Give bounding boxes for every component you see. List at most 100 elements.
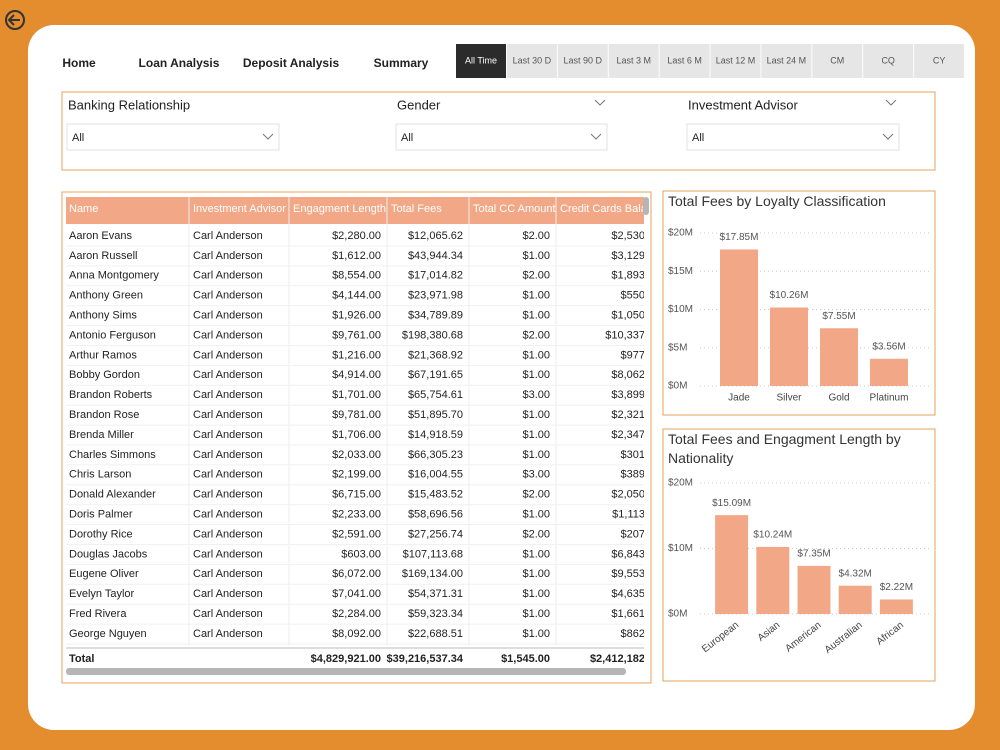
table-cell: $1,661 [611, 608, 645, 620]
table-cell: Eugene Oliver [69, 568, 139, 580]
value-label: $10.26M [770, 290, 809, 301]
dropdown[interactable] [66, 123, 280, 151]
bar [879, 599, 913, 614]
dropdown[interactable] [395, 123, 608, 151]
dropdown-value[interactable]: All [72, 132, 84, 144]
table-cell: $1.00 [522, 250, 550, 262]
table-cell: Carl Anderson [193, 628, 263, 640]
time-filter-button[interactable] [914, 44, 965, 78]
filter-chevron [594, 99, 606, 106]
table-cell: $2.00 [522, 329, 550, 341]
table-cell: $4,914.00 [332, 369, 381, 381]
filter-chevron [885, 99, 897, 106]
table-cell: $1.00 [522, 429, 550, 441]
table-cell: Carl Anderson [193, 489, 263, 501]
x-tick-label: Silver [776, 393, 802, 404]
time-filter-button[interactable] [863, 44, 914, 78]
table-cell: Chris Larson [69, 469, 131, 481]
value-label: $7.55M [822, 311, 855, 322]
time-filter-label[interactable]: CY [933, 55, 946, 65]
table-cell: $3.00 [522, 389, 550, 401]
table-cell: $17,014.82 [408, 270, 463, 282]
y-tick-label: $10M [668, 304, 693, 315]
time-filter-button[interactable] [506, 44, 557, 78]
time-filter-button[interactable] [710, 44, 761, 78]
time-filter-label[interactable]: Last 24 M [767, 55, 807, 65]
table-cell: Carl Anderson [193, 230, 263, 242]
table: Name Investment Advisor Engagment Length To… [66, 197, 665, 665]
table-cell: Carl Anderson [193, 409, 263, 421]
table-cell: Carl Anderson [193, 588, 263, 600]
time-filter-label[interactable]: Last 6 M [667, 55, 702, 65]
nav-link[interactable]: Home [62, 56, 96, 70]
chart-panel [662, 428, 936, 682]
table-cell: Carl Anderson [193, 568, 263, 580]
table-cell: $67,191.65 [408, 369, 463, 381]
column-header[interactable]: Credit Cards Balance [560, 203, 665, 215]
time-filter-button[interactable] [659, 44, 710, 78]
chart-title: Total Fees by Loyalty Classification [668, 193, 886, 209]
table-cell: $6,715.00 [332, 489, 381, 501]
table-cell: Anthony Sims [69, 310, 137, 322]
table-cell: Carl Anderson [193, 608, 263, 620]
total-cell: $4,829,921.00 [311, 653, 381, 665]
time-filter-label[interactable]: CM [830, 55, 844, 65]
time-filter-button[interactable] [557, 44, 608, 78]
table-header-bg [66, 197, 644, 224]
time-filter-button[interactable] [812, 44, 863, 78]
table-cell: $7,041.00 [332, 588, 381, 600]
table-cell: $1,701.00 [332, 389, 381, 401]
table-cell: $23,971.98 [408, 290, 463, 302]
bar [797, 565, 831, 614]
time-filter-label[interactable]: CQ [881, 55, 895, 65]
table-cell: $1,926.00 [332, 310, 381, 322]
time-filter-label[interactable]: Last 30 D [513, 55, 552, 65]
table-cell: Anthony Green [69, 290, 143, 302]
table-cell: $2.00 [522, 230, 550, 242]
table-cell: Doris Palmer [69, 509, 133, 521]
table-cell: $977 [621, 349, 645, 361]
y-tick-label: $15M [668, 266, 693, 277]
dropdown-value[interactable]: All [401, 132, 413, 144]
table-cell: Carl Anderson [193, 270, 263, 282]
v-scrollbar[interactable] [643, 197, 649, 215]
dropdown-chevron [882, 133, 894, 140]
table-cell: $27,256.74 [408, 528, 463, 540]
table-cell: Dorothy Rice [69, 528, 133, 540]
table-cell: Carl Anderson [193, 429, 263, 441]
table-cell: $1.00 [522, 349, 550, 361]
table-cell: $2,199.00 [332, 469, 381, 481]
time-filter-label[interactable]: Last 90 D [564, 55, 603, 65]
column-header[interactable]: Name [69, 203, 98, 215]
dropdown[interactable] [686, 123, 900, 151]
table-cell: $2,033.00 [332, 449, 381, 461]
table-cell: $1.00 [522, 548, 550, 560]
time-filter-label[interactable]: Last 3 M [616, 55, 651, 65]
time-filter-button[interactable] [456, 44, 506, 78]
table-cell: $3,129 [611, 250, 645, 262]
time-filter-button[interactable] [608, 44, 659, 78]
time-filter-button[interactable] [761, 44, 812, 78]
table-cell: Carl Anderson [193, 509, 263, 521]
y-tick-label: $20M [668, 228, 693, 239]
value-label: $7.35M [797, 548, 830, 559]
value-label: $10.24M [753, 530, 792, 541]
time-filter-label[interactable]: All Time [465, 55, 497, 65]
column-header[interactable]: Total CC Amount [473, 203, 556, 215]
column-header[interactable]: Investment Advisor [193, 203, 286, 215]
table-cell: $34,789.89 [408, 310, 463, 322]
time-filter-label[interactable]: Last 12 M [716, 55, 756, 65]
back-button[interactable] [5, 10, 25, 30]
h-scrollbar[interactable] [66, 668, 626, 675]
table-cell: $1.00 [522, 588, 550, 600]
bar [756, 546, 790, 614]
column-header[interactable]: Engagment Length [293, 203, 386, 215]
column-header[interactable]: Total Fees [391, 203, 442, 215]
table-cell: $1,612.00 [332, 250, 381, 262]
table-cell: Carl Anderson [193, 528, 263, 540]
table-cell: $1,706.00 [332, 429, 381, 441]
dropdown-value[interactable]: All [692, 132, 704, 144]
nav-link[interactable]: Summary [374, 56, 429, 70]
nav-link[interactable]: Deposit Analysis [243, 56, 340, 70]
nav-link[interactable]: Loan Analysis [139, 56, 220, 70]
